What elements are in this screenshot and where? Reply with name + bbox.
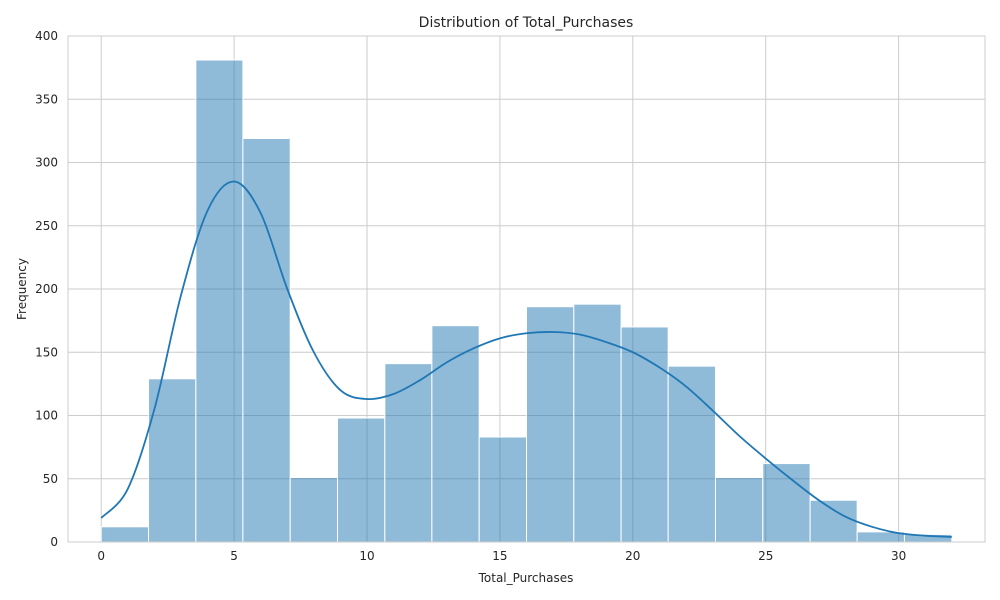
plot-frame (67, 35, 986, 543)
x-tick-label-5: 25 (758, 549, 773, 563)
x-tick-label-0: 0 (97, 549, 105, 563)
histogram-bar-8 (478, 436, 527, 543)
histogram-bar-9 (526, 306, 575, 543)
chart-title: Distribution of Total_Purchases (419, 15, 634, 31)
x-tick-label-6: 30 (891, 549, 906, 563)
histogram-bar-0 (100, 526, 150, 543)
histogram-bar-6 (384, 363, 433, 543)
histogram-bar-4 (289, 476, 339, 543)
y-tick-label-6: 300 (35, 156, 58, 170)
histogram-bar-15 (809, 499, 858, 543)
y-tick-label-0: 0 (50, 535, 58, 549)
y-tick-label-8: 400 (35, 29, 58, 43)
x-tick-label-4: 20 (625, 549, 640, 563)
x-tick-label-3: 15 (492, 549, 507, 563)
histogram-bar-14 (762, 463, 811, 543)
histogram-bar-11 (620, 326, 669, 543)
histogram-bar-12 (667, 365, 716, 543)
y-tick-label-7: 350 (35, 92, 58, 106)
y-tick-label-4: 200 (35, 282, 58, 296)
x-tick-label-2: 10 (359, 549, 374, 563)
y-tick-label-3: 150 (35, 345, 58, 359)
x-axis-label: Total_Purchases (478, 571, 574, 585)
kde-layer (100, 180, 952, 538)
x-tick-label-1: 5 (230, 549, 238, 563)
histogram-bar-5 (337, 417, 386, 543)
y-axis-label: Frequency (15, 258, 29, 320)
kde-curve (100, 180, 952, 538)
y-tick-label-1: 50 (43, 472, 58, 486)
frame-layer (67, 35, 986, 543)
histogram-bar-13 (714, 476, 764, 543)
y-tick-label-5: 250 (35, 219, 58, 233)
bars-layer (100, 59, 953, 543)
y-tick-label-2: 100 (35, 409, 58, 423)
histogram-bar-2 (195, 59, 244, 543)
histogram-bar-3 (242, 137, 291, 543)
